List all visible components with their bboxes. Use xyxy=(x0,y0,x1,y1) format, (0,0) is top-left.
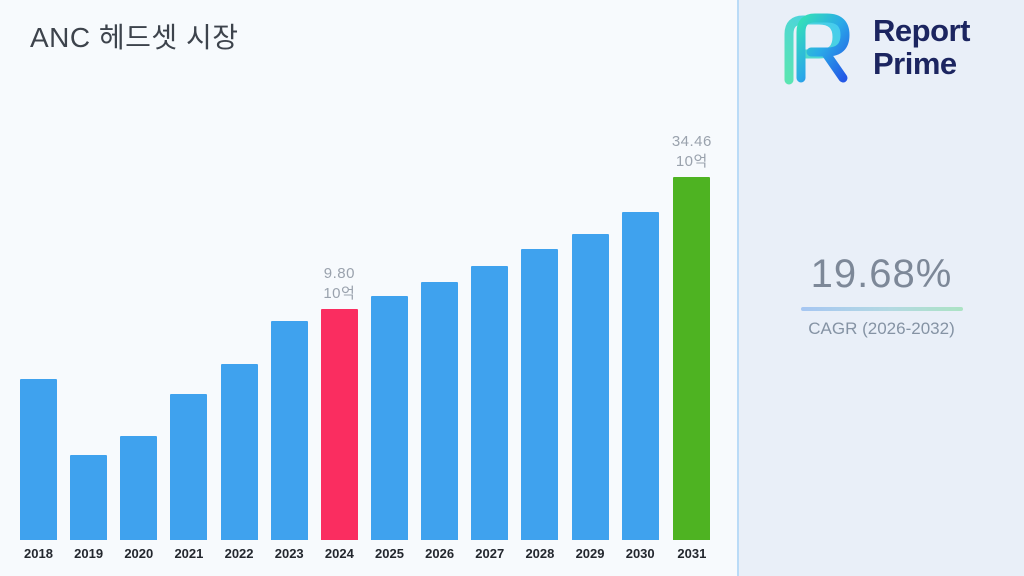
bar-column-2025: 2025 xyxy=(370,296,408,562)
bar-2028 xyxy=(521,249,559,540)
bar-column-2028: 2028 xyxy=(521,249,559,562)
x-tick-2023: 2023 xyxy=(274,546,304,561)
bar-column-2018: 2018 xyxy=(20,379,57,562)
bar-column-2030: 2030 xyxy=(621,212,659,562)
x-tick-2030: 2030 xyxy=(625,546,655,561)
bar-column-2020: 2020 xyxy=(120,436,158,562)
brand-wordmark: Report Prime xyxy=(873,15,970,80)
brand-logo: Report Prime xyxy=(779,8,970,88)
cagr-label: CAGR (2026-2032) xyxy=(808,319,955,338)
bar-column-2029: 2029 xyxy=(571,234,609,562)
bar-column-2022: 2022 xyxy=(220,364,258,562)
x-tick-2021: 2021 xyxy=(174,546,204,561)
bar-2030 xyxy=(621,212,659,540)
x-tick-2031: 2031 xyxy=(677,546,707,561)
bar-value-label-2024: 9.80 10억 xyxy=(323,265,356,302)
x-tick-2024: 2024 xyxy=(324,546,354,561)
page-title: ANC 헤드셋 시장 xyxy=(30,22,239,53)
brand-line-1: Report xyxy=(873,13,970,49)
bar-2026 xyxy=(421,282,459,540)
bar-column-2023: 2023 xyxy=(270,321,308,562)
bar-2018 xyxy=(20,379,57,540)
bar-column-2021: 2021 xyxy=(170,394,208,562)
report-prime-logo-icon xyxy=(784,13,850,85)
side-panel: Report Prime 19.68% CAGR (2026-2032) xyxy=(737,0,1024,576)
bar-2024 xyxy=(320,309,358,540)
bar-2019 xyxy=(70,455,108,540)
bar-2029 xyxy=(571,234,609,540)
x-tick-2028: 2028 xyxy=(525,546,555,561)
bar-chart: 2018 2019 2020 2021 2022 2023 9.80 10억 2024 2025 2… xyxy=(20,100,712,562)
x-tick-2022: 2022 xyxy=(224,546,254,561)
bar-column-2027: 2027 xyxy=(471,266,509,562)
bar-2021 xyxy=(170,394,208,540)
bar-2023 xyxy=(270,321,308,540)
bar-2027 xyxy=(471,266,509,540)
bar-column-2031: 34.46 10억 2031 xyxy=(672,132,712,562)
bar-2031 xyxy=(673,177,711,540)
x-tick-2026: 2026 xyxy=(425,546,455,561)
brand-line-2: Prime xyxy=(873,46,957,81)
bar-2025 xyxy=(370,296,408,540)
bar-2022 xyxy=(220,364,258,540)
x-tick-2020: 2020 xyxy=(124,546,154,561)
bar-column-2026: 2026 xyxy=(421,282,459,562)
x-tick-2018: 2018 xyxy=(24,546,53,561)
chart-area: ANC 헤드셋 시장 2018 2019 2020 2021 2022 2023 9.80 1… xyxy=(20,22,712,562)
bar-2020 xyxy=(120,436,158,540)
x-tick-2025: 2025 xyxy=(375,546,404,561)
x-tick-2027: 2027 xyxy=(475,546,505,561)
bar-column-2019: 2019 xyxy=(70,455,108,562)
cagr-stat: 19.68% CAGR (2026-2032) xyxy=(739,252,1024,339)
bar-value-label-2031: 34.46 10억 xyxy=(671,133,712,170)
stat-underline xyxy=(800,307,963,311)
bar-column-2024: 9.80 10억 2024 xyxy=(320,264,358,562)
cagr-value: 19.68% xyxy=(810,252,953,296)
x-tick-2019: 2019 xyxy=(74,546,104,561)
x-tick-2029: 2029 xyxy=(575,546,605,561)
